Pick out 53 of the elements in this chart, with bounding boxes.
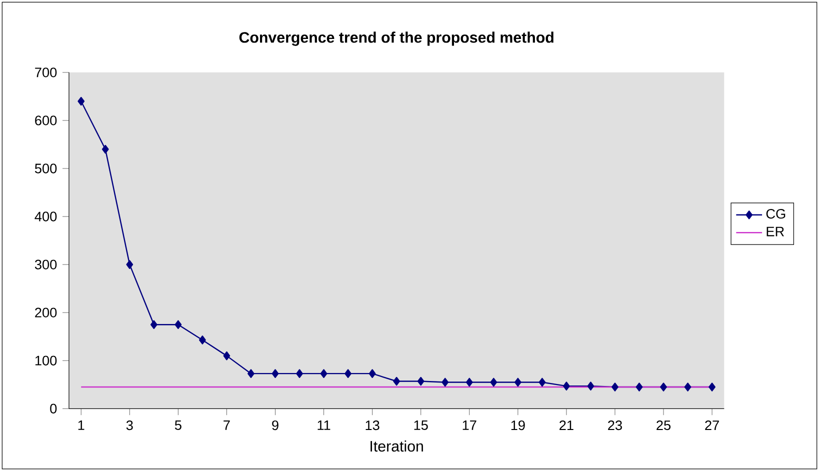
y-tick-label: 400 <box>34 212 57 222</box>
x-tick-label: 11 <box>318 420 330 430</box>
y-tick-label: 100 <box>35 356 57 366</box>
x-tick-label: 23 <box>608 420 622 430</box>
point <box>538 378 546 387</box>
point <box>126 260 134 269</box>
chart-title: Convergence trend of the proposed method <box>239 32 554 46</box>
point <box>174 320 182 329</box>
point <box>514 378 522 387</box>
point <box>296 369 303 378</box>
y-tick-label: 300 <box>34 260 57 270</box>
point <box>660 382 667 392</box>
point <box>198 336 206 344</box>
point <box>223 351 230 360</box>
x-tick-label: 25 <box>656 420 671 430</box>
x-tick-label: 7 <box>224 420 230 430</box>
point <box>78 96 85 106</box>
point <box>636 382 643 392</box>
point <box>612 382 618 392</box>
legend-label: ER <box>766 226 784 236</box>
x-axis-title: Iteration <box>370 440 423 452</box>
point <box>490 378 498 387</box>
point <box>587 382 594 390</box>
x-tick-label: 21 <box>560 420 574 430</box>
point <box>708 382 716 392</box>
y-tick-label: 500 <box>34 164 57 174</box>
x-tick-label: 3 <box>126 420 133 430</box>
y-tick-label: 0 <box>50 404 57 414</box>
y-tick-label: 600 <box>35 116 57 126</box>
y-tick-label: 700 <box>35 68 57 78</box>
x-tick-label: 13 <box>366 420 380 430</box>
y-tick-label: 200 <box>35 308 57 318</box>
point <box>442 378 449 387</box>
point <box>417 376 424 386</box>
point <box>466 378 473 387</box>
point <box>393 376 400 386</box>
x-tick-label: 5 <box>174 420 182 430</box>
point <box>272 369 279 378</box>
point <box>344 369 352 378</box>
point <box>102 144 109 154</box>
x-tick-label: 1 <box>78 420 84 430</box>
point <box>368 369 376 378</box>
point <box>248 369 254 378</box>
legend-label: CG <box>766 208 786 219</box>
point <box>150 320 158 329</box>
x-tick-label: 15 <box>414 420 428 430</box>
x-tick-label: 17 <box>462 420 476 430</box>
x-tick-label: 27 <box>705 420 719 430</box>
point <box>320 369 328 378</box>
point <box>684 382 692 392</box>
point <box>562 382 570 390</box>
x-tick-label: 19 <box>511 420 525 430</box>
x-tick-label: 9 <box>272 420 278 430</box>
